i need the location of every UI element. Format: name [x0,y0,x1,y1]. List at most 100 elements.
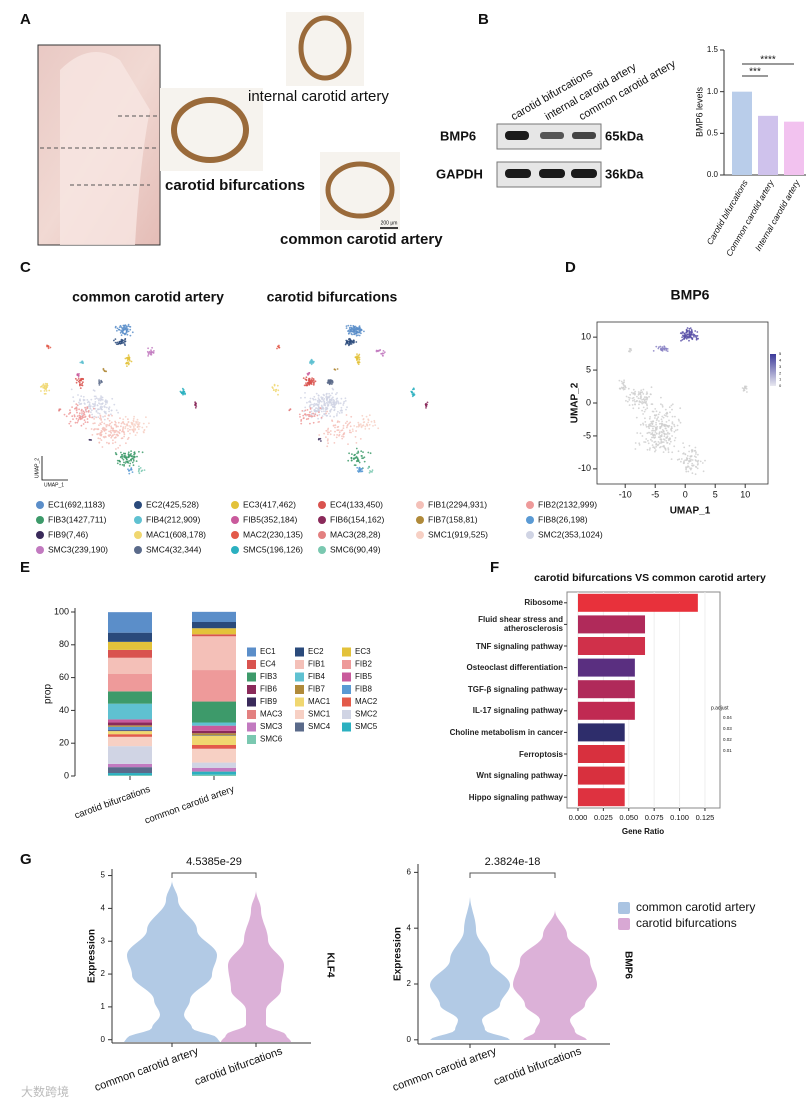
panel-label: E [20,559,30,576]
umap-point [138,425,141,428]
umap-point [666,433,669,435]
legend-swatch [318,501,326,509]
umap-point [138,450,140,453]
umap-point [426,401,429,404]
umap-point [685,468,687,471]
umap-point [104,428,107,431]
umap-point [82,398,85,401]
umap-point [663,435,666,438]
umap-point [150,353,153,356]
x-tick-label: 0.050 [619,813,638,822]
umap-point [366,424,369,427]
umap-point [304,392,306,394]
umap-point [85,410,88,413]
umap-point [129,454,131,457]
umap-point [654,408,657,410]
umap-point [654,417,656,419]
umap-point [122,427,125,430]
umap-point [665,415,667,417]
umap-point [693,455,696,458]
size-label: 36kDa [605,166,644,181]
umap-point [671,451,674,454]
umap-point [659,438,662,441]
umap-point [131,471,134,473]
umap-point [93,407,95,410]
umap-point [651,429,653,432]
protein-label: GAPDH [436,166,483,181]
umap-point [74,377,77,380]
umap-point [694,449,697,452]
umap-point [329,401,331,403]
x-tick-label: 0.100 [670,813,689,822]
umap-point [350,459,353,462]
umap-point [663,345,666,348]
umap-point [335,414,338,417]
umap-point [39,386,42,388]
y-tick-label: 0 [101,1035,106,1044]
umap-point [653,425,655,428]
umap-point [65,415,68,418]
legend-label: FIB7(158,81) [428,514,478,524]
umap-point [660,347,662,350]
umap-point [312,397,314,400]
umap-point [654,436,657,439]
umap-point [666,435,669,438]
umap-point [77,418,80,421]
umap-point [679,421,682,424]
legend-swatch [342,722,351,732]
umap-point [138,468,140,470]
umap-point [691,465,694,467]
umap-point [112,430,114,432]
umap-point [693,333,696,336]
umap-point [338,431,341,434]
umap-point [131,461,134,464]
umap-point [122,452,125,455]
umap-point [84,406,86,409]
umap-point [361,467,364,470]
umap-point [308,379,311,381]
umap-point [307,382,310,385]
bar-segment [108,612,152,633]
umap-point [618,387,621,390]
umap-point [108,414,110,416]
umap-point [134,428,137,431]
legend-swatch [36,531,44,539]
umap-point [125,362,127,365]
umap-point [75,403,78,405]
umap-point [659,345,662,348]
umap-point [78,408,80,411]
umap-point [344,400,347,402]
legend-label: FIB9 [260,697,277,706]
tissue-label: common carotid artery [280,231,443,248]
x-tick-label: common carotid artery [391,1045,498,1094]
umap-point [368,414,371,417]
umap-point [695,453,697,455]
umap-point [275,388,278,391]
umap-point [699,460,702,463]
umap-point [676,458,679,461]
umap-point [371,471,373,473]
umap-point [618,379,621,382]
legend-swatch [416,531,424,539]
umap-point [305,418,308,421]
umap-point [313,415,316,417]
bar-segment [108,673,152,692]
umap-point [333,401,336,404]
umap-point [320,410,323,413]
umap-point [90,409,93,412]
umap-point [358,424,361,427]
umap-point [649,447,651,450]
bar-segment [192,725,236,731]
x-tick-label: 0 [683,489,688,499]
umap-point [134,434,137,436]
umap-point [99,414,102,417]
violin [430,895,510,1040]
umap-point [87,411,90,413]
umap-point [688,339,690,342]
umap-point [100,423,102,426]
umap-point [348,326,351,329]
umap-point [121,437,124,440]
umap-point [673,439,676,442]
umap-point [342,427,345,429]
bar-segment [192,622,236,629]
